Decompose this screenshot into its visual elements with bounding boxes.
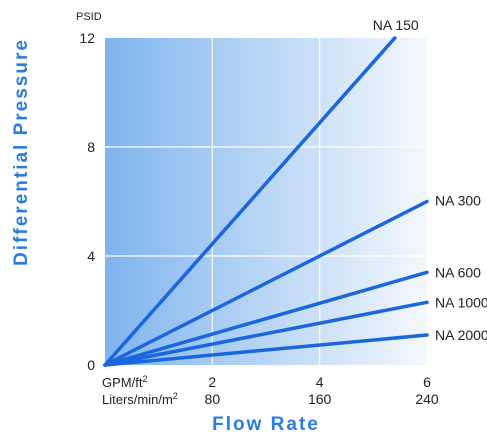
series-label-na-600: NA 600 (435, 264, 481, 280)
x-tick-label-row1: 6 (423, 374, 431, 390)
plot-background (105, 38, 427, 365)
x-tick-labels: 2 4 6 80 160 240 (205, 374, 439, 407)
series-line-na-600 (103, 270, 429, 367)
x-tick-label-row1: 4 (316, 374, 324, 390)
x-tick-label-row2: 80 (205, 391, 221, 407)
y-tick-label: 0 (87, 357, 95, 373)
y-tick-label: 4 (87, 248, 95, 264)
series-label-na-2000: NA 2000 (435, 327, 487, 343)
grid (105, 38, 427, 365)
series-label-na-300: NA 300 (435, 193, 481, 209)
y-tick-labels: 0 4 8 12 (79, 30, 95, 373)
series-line-na-300 (103, 199, 429, 367)
x-scale-unit-liters: Liters/min/m2 (102, 391, 178, 407)
y-axis-title: Differential Pressure (11, 38, 32, 266)
y-tick-label: 8 (87, 139, 95, 155)
y-unit-label: PSID (76, 11, 102, 23)
series-line-na-150 (103, 36, 397, 367)
x-tick-label-row2: 160 (308, 391, 332, 407)
series-line-na-1000 (103, 300, 429, 367)
series-label-na-1000: NA 1000 (435, 294, 487, 310)
series-label-na-150: NA 150 (373, 17, 419, 33)
x-scale-unit-gpm: GPM/ft2 (102, 374, 147, 390)
x-tick-label-row2: 240 (415, 391, 439, 407)
y-tick-label: 12 (79, 30, 95, 46)
x-axis-title: Flow Rate (212, 414, 320, 435)
series-line-na-2000 (103, 333, 429, 367)
x-tick-label-row1: 2 (208, 374, 216, 390)
series-lines (103, 36, 429, 367)
series-labels: NA 150 NA 300 NA 600 NA 1000 NA 2000 (373, 17, 487, 343)
